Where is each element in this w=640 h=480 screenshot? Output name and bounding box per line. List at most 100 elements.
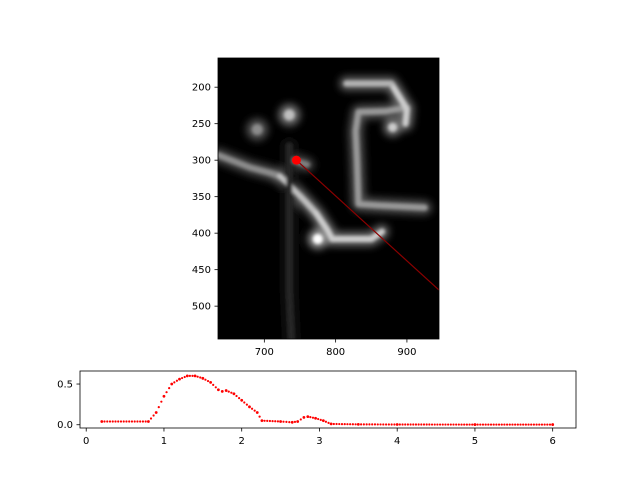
image-blob xyxy=(283,109,295,121)
image-frame xyxy=(217,57,440,340)
image-blob xyxy=(251,124,263,135)
profile-point xyxy=(527,423,530,426)
image-stroke xyxy=(388,80,410,127)
profile-point xyxy=(438,423,442,426)
profile-x-tick-label: 6 xyxy=(549,436,555,447)
profile-point xyxy=(327,421,330,424)
profile-point xyxy=(258,415,261,418)
profile-point xyxy=(175,379,179,382)
profile-point xyxy=(271,420,274,423)
profile-point xyxy=(506,423,509,426)
profile-point xyxy=(321,419,325,423)
profile-point xyxy=(382,423,385,426)
profile-point xyxy=(524,423,527,426)
profile-point xyxy=(514,423,517,426)
profile-point xyxy=(209,381,213,384)
profile-point xyxy=(165,391,168,394)
profile-point xyxy=(276,420,280,423)
profile-point xyxy=(149,417,153,420)
profile-point xyxy=(535,423,538,426)
profile-point xyxy=(538,423,541,426)
profile-point xyxy=(489,423,493,426)
profile-point xyxy=(414,423,418,426)
image-panel: 700 800 900 200 250 300 350 400 450 500 xyxy=(192,57,440,358)
profile-line xyxy=(296,159,439,291)
profile-x-tick-label: 1 xyxy=(161,436,167,447)
profile-point xyxy=(196,375,199,378)
image-x-tick-label: 700 xyxy=(255,347,274,358)
image-y-axis: 200 250 300 350 400 450 500 xyxy=(192,83,218,313)
profile-point xyxy=(412,423,415,426)
image-content xyxy=(218,76,439,339)
profile-point xyxy=(141,420,145,423)
profile-point xyxy=(160,400,163,403)
profile-point xyxy=(465,423,468,426)
profile-point xyxy=(522,423,525,426)
profile-point xyxy=(168,387,171,390)
profile-point xyxy=(108,420,112,423)
profile-point xyxy=(406,423,410,426)
profile-point xyxy=(343,423,346,426)
profile-point xyxy=(471,423,474,426)
profile-point xyxy=(136,420,139,423)
profile-point xyxy=(393,423,396,426)
profile-point xyxy=(487,423,490,426)
profile-point xyxy=(346,423,349,426)
profile-point xyxy=(356,422,360,426)
image-y-tick-label: 350 xyxy=(192,192,211,203)
profile-series xyxy=(100,374,555,426)
profile-point xyxy=(497,423,501,426)
profile-x-tick-label: 4 xyxy=(394,436,400,447)
profile-point xyxy=(243,401,246,404)
profile-point xyxy=(329,422,333,426)
profile-point xyxy=(106,420,109,423)
profile-point xyxy=(436,423,439,426)
profile-point xyxy=(214,386,217,389)
profile-x-axis: 0 1 2 3 4 5 6 xyxy=(83,428,556,447)
image-x-tick-label: 900 xyxy=(397,347,416,358)
profile-point xyxy=(204,378,207,381)
profile-point xyxy=(290,420,294,424)
profile-point xyxy=(193,374,197,378)
profile-point xyxy=(455,423,458,426)
profile-point xyxy=(299,418,302,421)
profile-point xyxy=(373,423,377,426)
profile-point xyxy=(245,403,248,406)
profile-point xyxy=(543,423,546,426)
profile-point xyxy=(365,423,368,426)
profile-point xyxy=(395,423,399,426)
profile-point xyxy=(139,420,142,423)
profile-point xyxy=(248,405,251,409)
profile-point xyxy=(335,422,338,426)
profile-point xyxy=(253,409,256,412)
profile-point xyxy=(324,420,328,423)
profile-point xyxy=(230,391,233,394)
profile-point xyxy=(511,423,514,426)
profile-point xyxy=(425,423,428,426)
profile-point xyxy=(302,416,306,419)
profile-point xyxy=(447,423,450,426)
profile-point xyxy=(500,423,503,426)
profile-point xyxy=(240,398,244,402)
profile-point xyxy=(551,423,555,426)
profile-point xyxy=(314,416,317,420)
profile-point xyxy=(368,423,371,426)
profile-frame xyxy=(79,370,577,429)
profile-point xyxy=(125,420,128,423)
profile-point xyxy=(227,390,230,393)
profile-point xyxy=(484,423,487,426)
profile-point xyxy=(428,423,431,426)
profile-point xyxy=(162,394,166,398)
profile-point xyxy=(206,379,210,383)
profile-point xyxy=(360,423,363,426)
profile-point xyxy=(503,423,506,426)
image-blob xyxy=(388,122,398,132)
profile-point xyxy=(508,423,511,426)
profile-point xyxy=(441,423,444,426)
profile-point xyxy=(133,420,136,423)
profile-panel: 0 1 2 3 4 5 6 0.0 0.5 xyxy=(57,370,577,447)
profile-point xyxy=(398,423,401,426)
profile-point xyxy=(404,423,407,426)
profile-point xyxy=(468,423,471,426)
